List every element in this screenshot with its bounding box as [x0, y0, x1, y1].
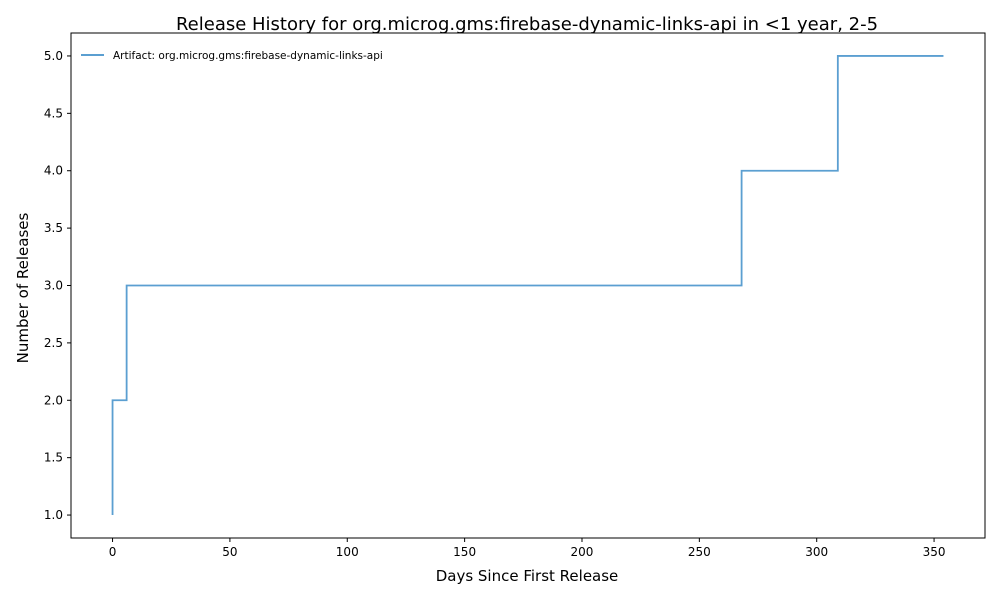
x-tick-label: 0 — [109, 545, 117, 559]
legend: Artifact: org.microg.gms:firebase-dynami… — [81, 50, 383, 62]
legend-label: Artifact: org.microg.gms:firebase-dynami… — [113, 50, 383, 62]
x-tick-label: 300 — [805, 545, 828, 559]
y-axis: 1.0 1.5 2.0 2.5 3.0 3.5 4.0 4.5 5.0 — [44, 49, 71, 522]
series-line — [111, 55, 944, 516]
y-tick-label: 4.5 — [44, 106, 63, 120]
y-tick-label: 1.5 — [44, 451, 63, 465]
series-layer — [111, 55, 944, 516]
chart-title: Release History for org.microg.gms:fireb… — [176, 14, 878, 35]
y-tick-label: 5.0 — [44, 49, 63, 63]
x-tick-label: 150 — [453, 545, 476, 559]
y-tick-label: 1.0 — [44, 508, 63, 522]
y-tick-label: 3.5 — [44, 221, 63, 235]
x-tick-label: 50 — [222, 545, 237, 559]
y-axis-label: Number of Releases — [14, 212, 32, 363]
y-tick-label: 2.5 — [44, 336, 63, 350]
x-tick-label: 200 — [571, 545, 594, 559]
x-tick-label: 100 — [336, 545, 359, 559]
x-axis-label: Days Since First Release — [436, 567, 619, 585]
y-tick-label: 2.0 — [44, 393, 63, 407]
x-axis: 0 50 100 150 200 250 300 350 — [109, 538, 946, 559]
x-tick-label: 250 — [688, 545, 711, 559]
x-tick-label: 350 — [923, 545, 946, 559]
y-tick-label: 4.0 — [44, 164, 63, 178]
y-tick-label: 3.0 — [44, 279, 63, 293]
